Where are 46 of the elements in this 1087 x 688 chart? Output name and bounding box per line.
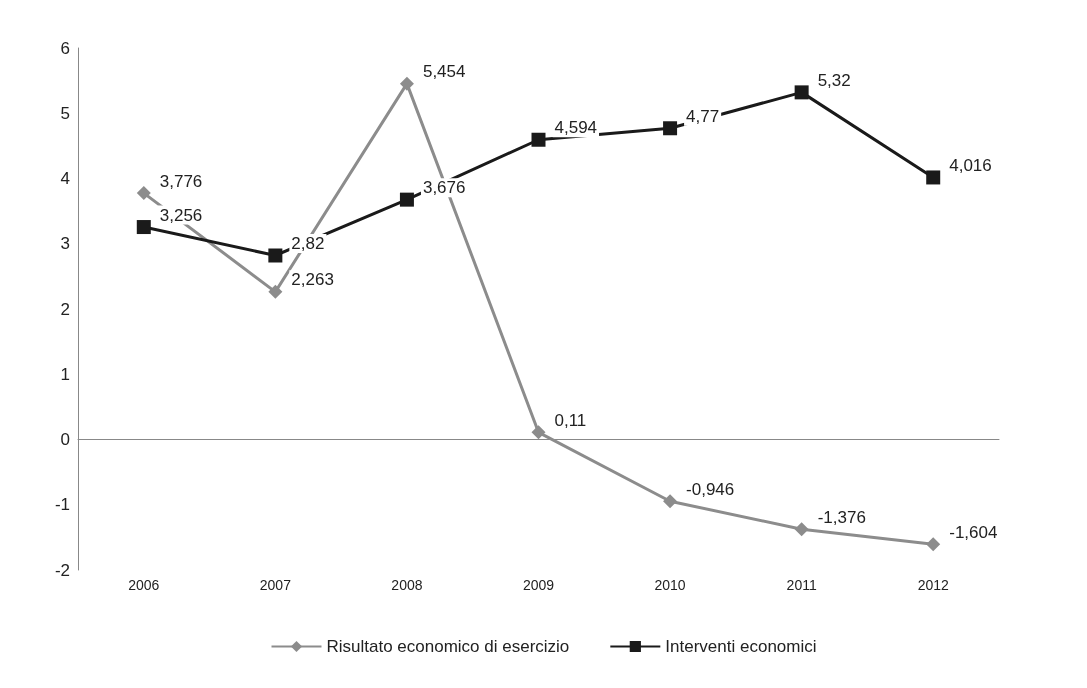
point bbox=[794, 85, 809, 100]
point bbox=[531, 425, 546, 440]
data-label: -0,946 bbox=[686, 479, 735, 499]
point bbox=[663, 494, 678, 509]
x-tick-label: 2006 bbox=[128, 577, 160, 593]
y-tick-label: 5 bbox=[60, 103, 70, 123]
point bbox=[926, 170, 941, 185]
data-label: 3,256 bbox=[159, 205, 203, 225]
y-tick-label: 1 bbox=[60, 364, 70, 384]
x-tick-label: 2011 bbox=[786, 577, 817, 593]
point bbox=[136, 220, 151, 235]
y-tick-label: -1 bbox=[54, 495, 70, 515]
point bbox=[663, 121, 678, 136]
data-label: 3,776 bbox=[159, 171, 203, 191]
x-tick-label: 2010 bbox=[654, 577, 686, 593]
data-label: -1,604 bbox=[949, 522, 998, 542]
x-tick-label: 2007 bbox=[259, 577, 292, 593]
data-label: 4,594 bbox=[554, 118, 598, 138]
data-label: 3,676 bbox=[422, 178, 466, 198]
data-label: 5,32 bbox=[817, 70, 851, 90]
data-label: 2,82 bbox=[291, 233, 325, 253]
point bbox=[268, 248, 283, 263]
y-tick-label: 4 bbox=[60, 169, 70, 188]
data-label: 2,263 bbox=[291, 270, 334, 290]
point bbox=[399, 76, 414, 91]
point bbox=[268, 284, 283, 299]
point bbox=[399, 192, 414, 207]
data-label: 4,77 bbox=[686, 106, 720, 126]
data-label: 0,11 bbox=[554, 410, 587, 430]
data-label: 4,016 bbox=[949, 155, 992, 175]
x-tick-label: 2012 bbox=[917, 577, 949, 593]
legend-label: Risultato economico di esercizio bbox=[326, 637, 570, 656]
y-tick-label: 3 bbox=[60, 234, 70, 254]
y-tick-label: 0 bbox=[60, 430, 70, 449]
point bbox=[794, 522, 809, 537]
legend-label: Interventi economici bbox=[665, 637, 817, 656]
y-tick-label: 2 bbox=[60, 299, 70, 319]
point bbox=[926, 537, 941, 552]
point bbox=[531, 132, 546, 147]
y-tick-label: -2 bbox=[54, 560, 70, 580]
point bbox=[136, 186, 151, 201]
x-tick-label: 2009 bbox=[522, 577, 555, 593]
data-label: -1,376 bbox=[817, 507, 866, 527]
x-tick-label: 2008 bbox=[391, 577, 423, 593]
y-tick-label: 6 bbox=[60, 38, 70, 58]
data-label: 5,454 bbox=[422, 62, 466, 82]
